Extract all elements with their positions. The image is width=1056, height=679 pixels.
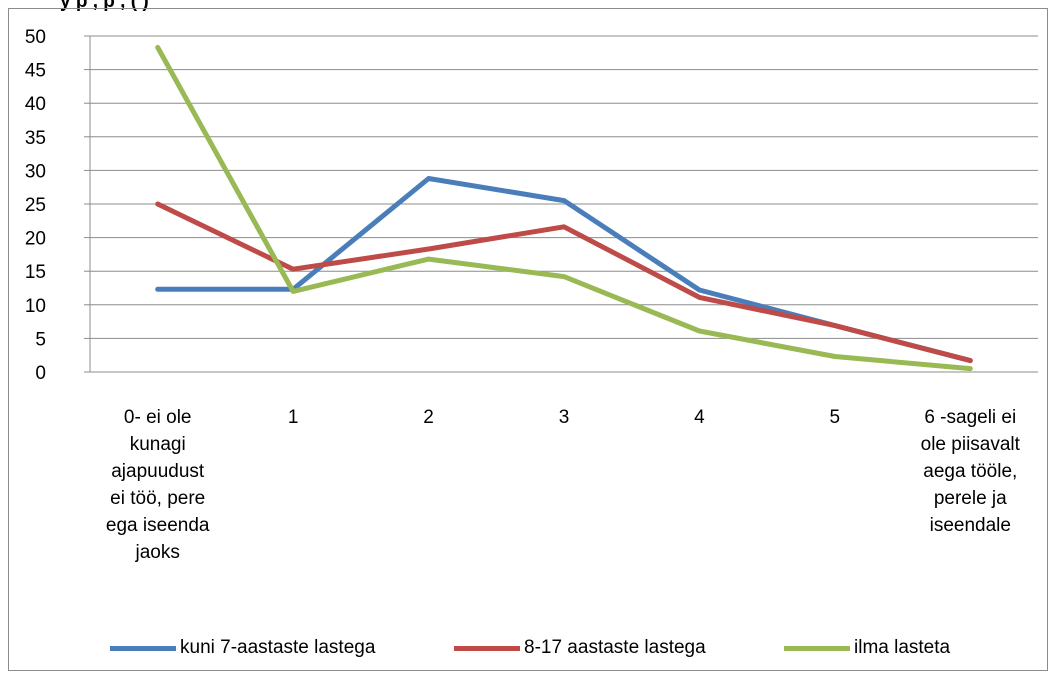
legend-label: 8-17 aastaste lastega xyxy=(524,637,706,658)
legend-label: ilma lasteta xyxy=(854,637,951,658)
chart-frame xyxy=(8,8,1048,671)
x-tick-label: 4 xyxy=(634,404,764,431)
series-line-2 xyxy=(155,44,973,372)
chart-title: y p , p , ( ) xyxy=(60,0,149,12)
x-tick-label-line: 3 xyxy=(558,407,570,428)
y-tick-label: 20 xyxy=(25,229,46,250)
x-tick-label: 2 xyxy=(364,404,494,431)
x-tick-label-line: kunagi xyxy=(129,434,186,455)
legend-swatch xyxy=(784,645,850,651)
y-tick-label: 10 xyxy=(25,296,46,317)
x-tick-label-line: ajapuudust xyxy=(111,461,205,482)
x-tick-label-line: 2 xyxy=(423,407,434,428)
y-tick-label: 25 xyxy=(25,195,46,216)
x-tick-label-line: 5 xyxy=(829,407,841,428)
y-tick-label: 5 xyxy=(35,329,46,350)
y-tick-label: 35 xyxy=(25,128,46,149)
legend-item-kuni-7: kuni 7-aastaste lastega xyxy=(110,636,375,660)
x-tick-label-line: iseendale xyxy=(929,515,1011,536)
y-tick-label: 15 xyxy=(25,262,46,283)
x-tick-label-line: ei töö, pere xyxy=(110,488,206,509)
x-tick-label-line: ega iseenda xyxy=(105,515,210,536)
x-tick-label-line: 0- ei ole xyxy=(123,407,192,428)
series-line-1 xyxy=(155,201,973,364)
y-tick-label: 30 xyxy=(25,161,46,182)
y-tick-label: 45 xyxy=(25,61,46,82)
chart-title-clipped: y p , p , ( ) xyxy=(0,0,1056,12)
x-tick-label: 0- ei ole kunagi ajapuudust ei töö, pere ega… xyxy=(93,404,223,566)
x-tick-label-line: perele ja xyxy=(933,488,1007,509)
x-tick-label-line: 4 xyxy=(694,407,705,428)
y-axis-ticks: 0 5 10 15 20 25 30 35 40 45 50 xyxy=(25,27,46,384)
x-tick-label-line: 1 xyxy=(287,407,299,428)
x-tick-label: 5 xyxy=(770,404,900,431)
x-tick-label-line: ole piisavalt xyxy=(920,434,1020,455)
x-tick-label-line: 6 -sageli ei xyxy=(924,407,1017,428)
y-tick-label: 50 xyxy=(25,27,46,48)
x-tick-label-line: jaoks xyxy=(135,542,180,563)
y-tick-label: 0 xyxy=(35,363,46,384)
legend-label: kuni 7-aastaste lastega xyxy=(180,637,376,658)
y-tick-label: 40 xyxy=(25,94,46,115)
series-lines xyxy=(155,44,973,372)
legend-item-8-17: 8-17 aastaste lastega xyxy=(454,636,706,660)
x-tick-label-line: aega tööle, xyxy=(923,461,1018,482)
legend-swatch xyxy=(454,645,520,651)
x-tick-label: 3 xyxy=(499,404,629,431)
legend-swatch xyxy=(110,645,176,651)
gridlines xyxy=(84,35,1038,373)
x-tick-label: 1 xyxy=(228,404,358,431)
x-tick-label: 6 -sageli ei ole piisavalt aega tööle, pere… xyxy=(905,404,1035,539)
legend-item-ilma-lasteta: ilma lasteta xyxy=(784,636,950,660)
